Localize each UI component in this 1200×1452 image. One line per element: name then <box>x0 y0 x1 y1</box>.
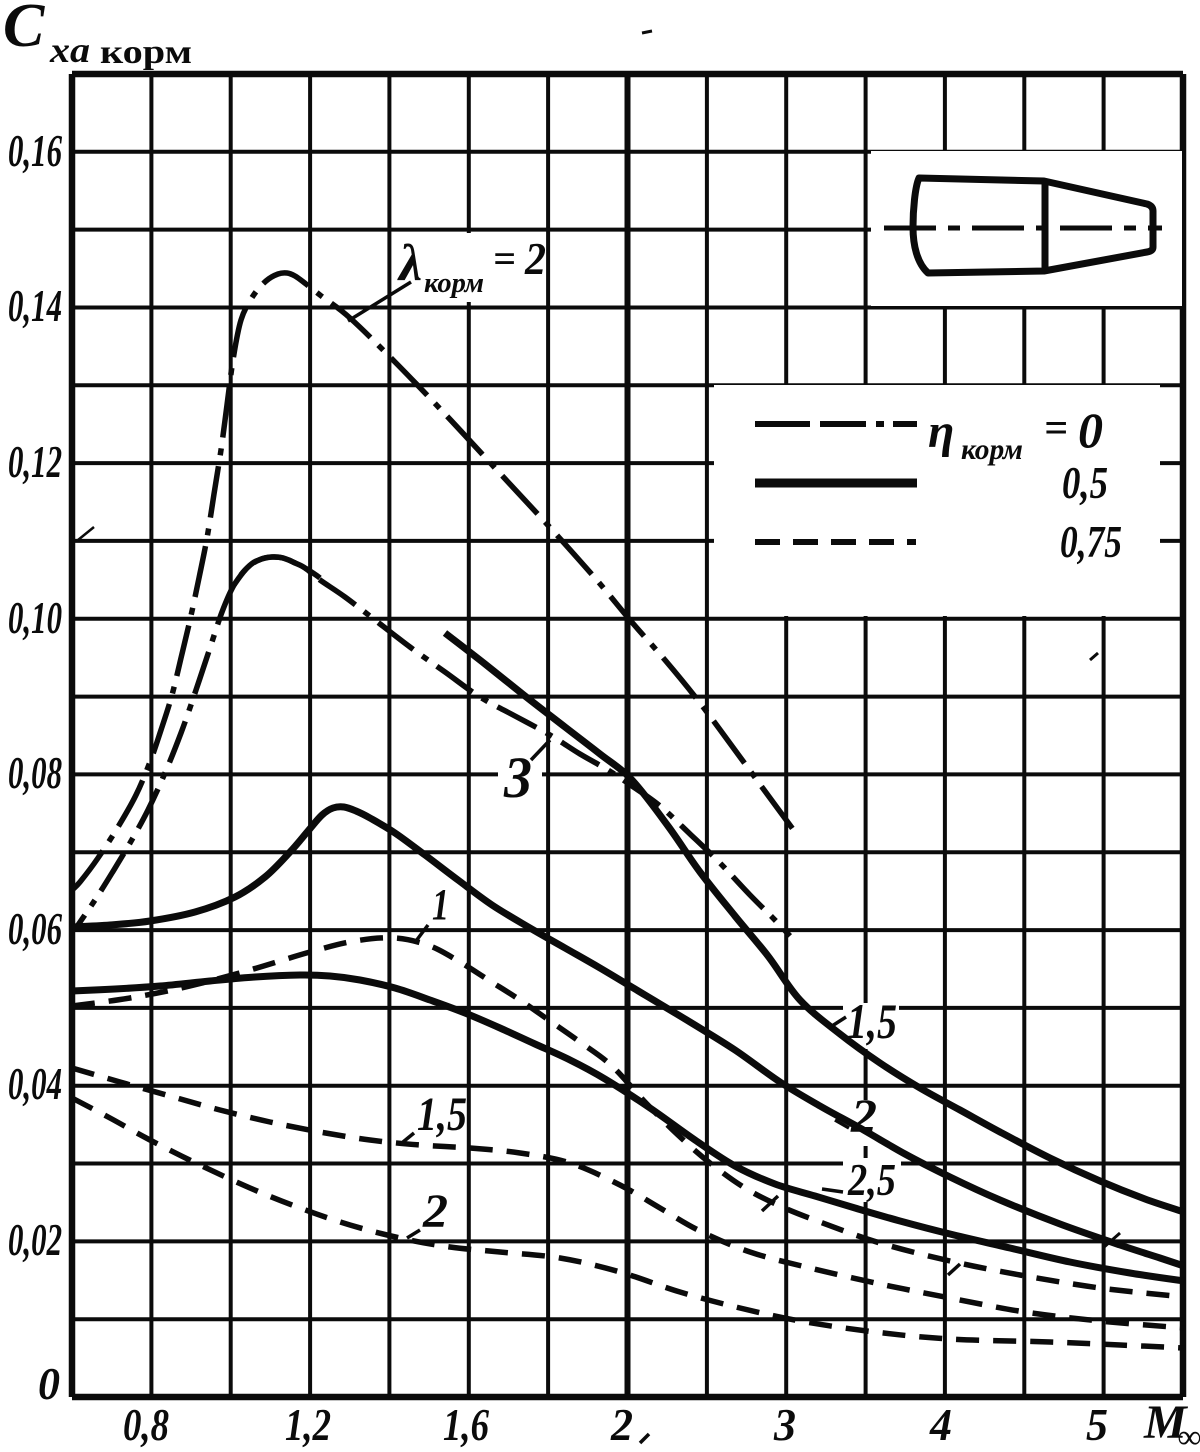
svg-text:0,06: 0,06 <box>8 903 62 954</box>
svg-text:2: 2 <box>610 1399 633 1450</box>
svg-text:=: = <box>493 236 516 281</box>
svg-text:1: 1 <box>432 880 449 929</box>
svg-text:xa: xa <box>49 30 90 70</box>
svg-text:4: 4 <box>929 1399 952 1450</box>
svg-text:1,6: 1,6 <box>443 1399 489 1450</box>
svg-text:0: 0 <box>38 1358 60 1409</box>
svg-text:0,14: 0,14 <box>8 280 62 331</box>
svg-text:0,08: 0,08 <box>8 747 62 798</box>
svg-text:=: = <box>1044 406 1068 452</box>
svg-text:2: 2 <box>422 1185 448 1238</box>
svg-text:корм: корм <box>424 268 484 299</box>
svg-text:0,12: 0,12 <box>8 436 62 487</box>
svg-text:∞: ∞ <box>1177 1419 1200 1452</box>
svg-text:1,2: 1,2 <box>285 1399 331 1450</box>
svg-text:C: C <box>3 0 45 60</box>
svg-text:3: 3 <box>503 745 532 810</box>
svg-text:5: 5 <box>1086 1399 1108 1450</box>
svg-text:2: 2 <box>850 1090 877 1143</box>
svg-text:0,5: 0,5 <box>1062 457 1108 508</box>
svg-text:3: 3 <box>773 1399 796 1450</box>
svg-text:0,02: 0,02 <box>8 1214 62 1265</box>
svg-text:0,75: 0,75 <box>1060 516 1122 567</box>
svg-text:0,10: 0,10 <box>8 592 62 643</box>
svg-text:0,16: 0,16 <box>8 125 62 176</box>
svg-text:2,5: 2,5 <box>847 1154 896 1205</box>
svg-text:корм: корм <box>961 433 1023 466</box>
svg-text:1,5: 1,5 <box>847 993 897 1049</box>
svg-text:корм: корм <box>100 34 192 71</box>
svg-text:M: M <box>1143 1396 1189 1449</box>
svg-text:1,5: 1,5 <box>417 1088 467 1141</box>
svg-text:0,04: 0,04 <box>8 1058 62 1109</box>
svg-text:η: η <box>928 405 954 458</box>
svg-text:0: 0 <box>1078 402 1103 458</box>
svg-text:2: 2 <box>524 233 546 284</box>
svg-text:0,8: 0,8 <box>123 1399 169 1450</box>
